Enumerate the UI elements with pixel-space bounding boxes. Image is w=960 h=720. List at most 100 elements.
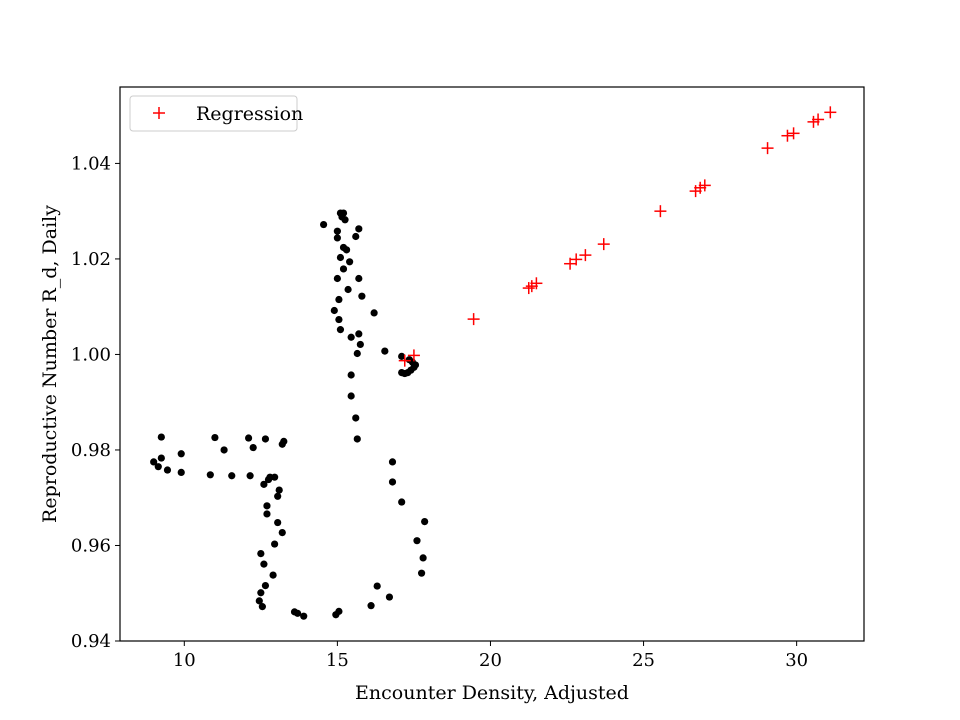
data-point-dot	[263, 510, 271, 518]
data-point-dot	[398, 352, 406, 360]
data-point-dot	[150, 458, 158, 466]
data-point-dot	[244, 434, 253, 442]
y-tick-label: 0.98	[71, 440, 111, 461]
data-point-dot	[417, 569, 426, 577]
data-point-dot	[347, 371, 355, 379]
data-point-dot	[258, 603, 266, 611]
data-point-dot	[346, 258, 354, 266]
data-point-dot	[269, 571, 277, 579]
data-point-dot	[421, 518, 429, 526]
y-tick-label: 1.04	[71, 153, 111, 174]
data-point-dot	[413, 537, 421, 545]
data-point-dot	[333, 227, 341, 235]
data-point-dot	[177, 450, 185, 458]
data-point-dot	[157, 433, 165, 441]
data-point-dot	[271, 473, 279, 481]
data-point-dot	[358, 292, 366, 300]
regression-point	[761, 142, 774, 155]
y-tick-label: 0.96	[71, 535, 111, 556]
data-point-dot	[220, 446, 228, 454]
data-points	[150, 106, 837, 620]
x-tick-label: 25	[632, 650, 655, 671]
data-point-dot	[419, 554, 427, 562]
data-point-dot	[335, 295, 343, 304]
x-axis-ticks: 10 15 20 25 30	[173, 641, 808, 671]
data-point-dot	[356, 340, 364, 349]
data-point-dot	[388, 478, 397, 486]
regression-point	[812, 113, 825, 126]
data-point-dot	[336, 253, 345, 262]
y-tick-label: 0.94	[71, 631, 111, 652]
data-point-dot	[263, 502, 271, 510]
data-point-dot	[355, 225, 363, 233]
data-point-dot	[177, 468, 185, 477]
data-point-dot	[255, 597, 263, 605]
data-point-dot	[154, 463, 162, 471]
data-point-dot	[330, 306, 338, 315]
regression-point	[398, 354, 411, 367]
x-axis-label: Encounter Density, Adjusted	[355, 682, 629, 704]
legend-plus-marker	[153, 107, 165, 119]
x-tick-label: 20	[479, 650, 502, 671]
data-point-dot	[206, 471, 214, 479]
data-point-dot	[347, 333, 355, 341]
data-point-dot	[293, 609, 302, 617]
x-tick-label: 30	[785, 650, 808, 671]
data-point-dot	[260, 480, 268, 488]
regression-point	[530, 277, 543, 290]
data-point-dot	[335, 607, 343, 615]
data-point-dot	[249, 443, 257, 452]
regression-point	[467, 313, 480, 326]
data-point-dot	[274, 518, 282, 527]
data-point-dot	[342, 246, 351, 254]
data-point-dot	[352, 232, 360, 241]
data-point-dot	[355, 330, 363, 338]
data-point-dot	[275, 486, 283, 494]
legend: Regression	[129, 95, 303, 132]
data-point-dot	[274, 492, 282, 500]
regression-point	[564, 257, 577, 270]
data-point-dot	[300, 612, 308, 620]
data-point-dot	[280, 437, 288, 445]
legend-box	[129, 95, 298, 132]
x-tick-label: 15	[326, 650, 349, 671]
data-point-dot	[246, 472, 254, 480]
data-point-dot	[163, 466, 172, 474]
data-point-dot	[261, 582, 270, 590]
data-point-dot	[257, 589, 265, 597]
data-point-dot	[333, 234, 341, 242]
data-point-dot	[405, 356, 413, 364]
regression-point	[597, 238, 610, 251]
data-point-dot	[355, 274, 363, 283]
y-axis-label: Reproductive Number R_d, Daily	[39, 205, 61, 523]
data-point-dot	[228, 472, 236, 480]
data-point-dot	[367, 602, 375, 610]
data-point-dot	[381, 347, 389, 355]
data-point-dot	[278, 528, 286, 537]
data-point-dot	[370, 309, 378, 317]
regression-point	[824, 106, 837, 119]
data-point-dot	[385, 593, 394, 601]
data-point-dot	[335, 315, 343, 324]
plot-area-frame	[119, 86, 865, 642]
x-tick-label: 10	[173, 650, 196, 671]
regression-point	[698, 179, 711, 192]
regression-point	[579, 249, 592, 262]
regression-point	[407, 349, 420, 362]
data-point-dot	[336, 326, 345, 334]
legend-label-regression: Regression	[196, 103, 303, 125]
data-point-dot	[344, 285, 352, 294]
data-point-dot	[398, 498, 406, 506]
data-point-dot	[211, 433, 219, 442]
data-point-dot	[260, 560, 268, 568]
regression-point	[781, 129, 794, 142]
data-point-dot	[353, 349, 361, 358]
data-point-dot	[157, 454, 165, 462]
data-point-dot	[333, 274, 341, 283]
data-point-dot	[320, 220, 328, 229]
data-point-dot	[271, 540, 279, 548]
data-point-dot	[353, 435, 361, 443]
data-point-dot	[257, 550, 265, 558]
regression-point	[787, 127, 800, 140]
